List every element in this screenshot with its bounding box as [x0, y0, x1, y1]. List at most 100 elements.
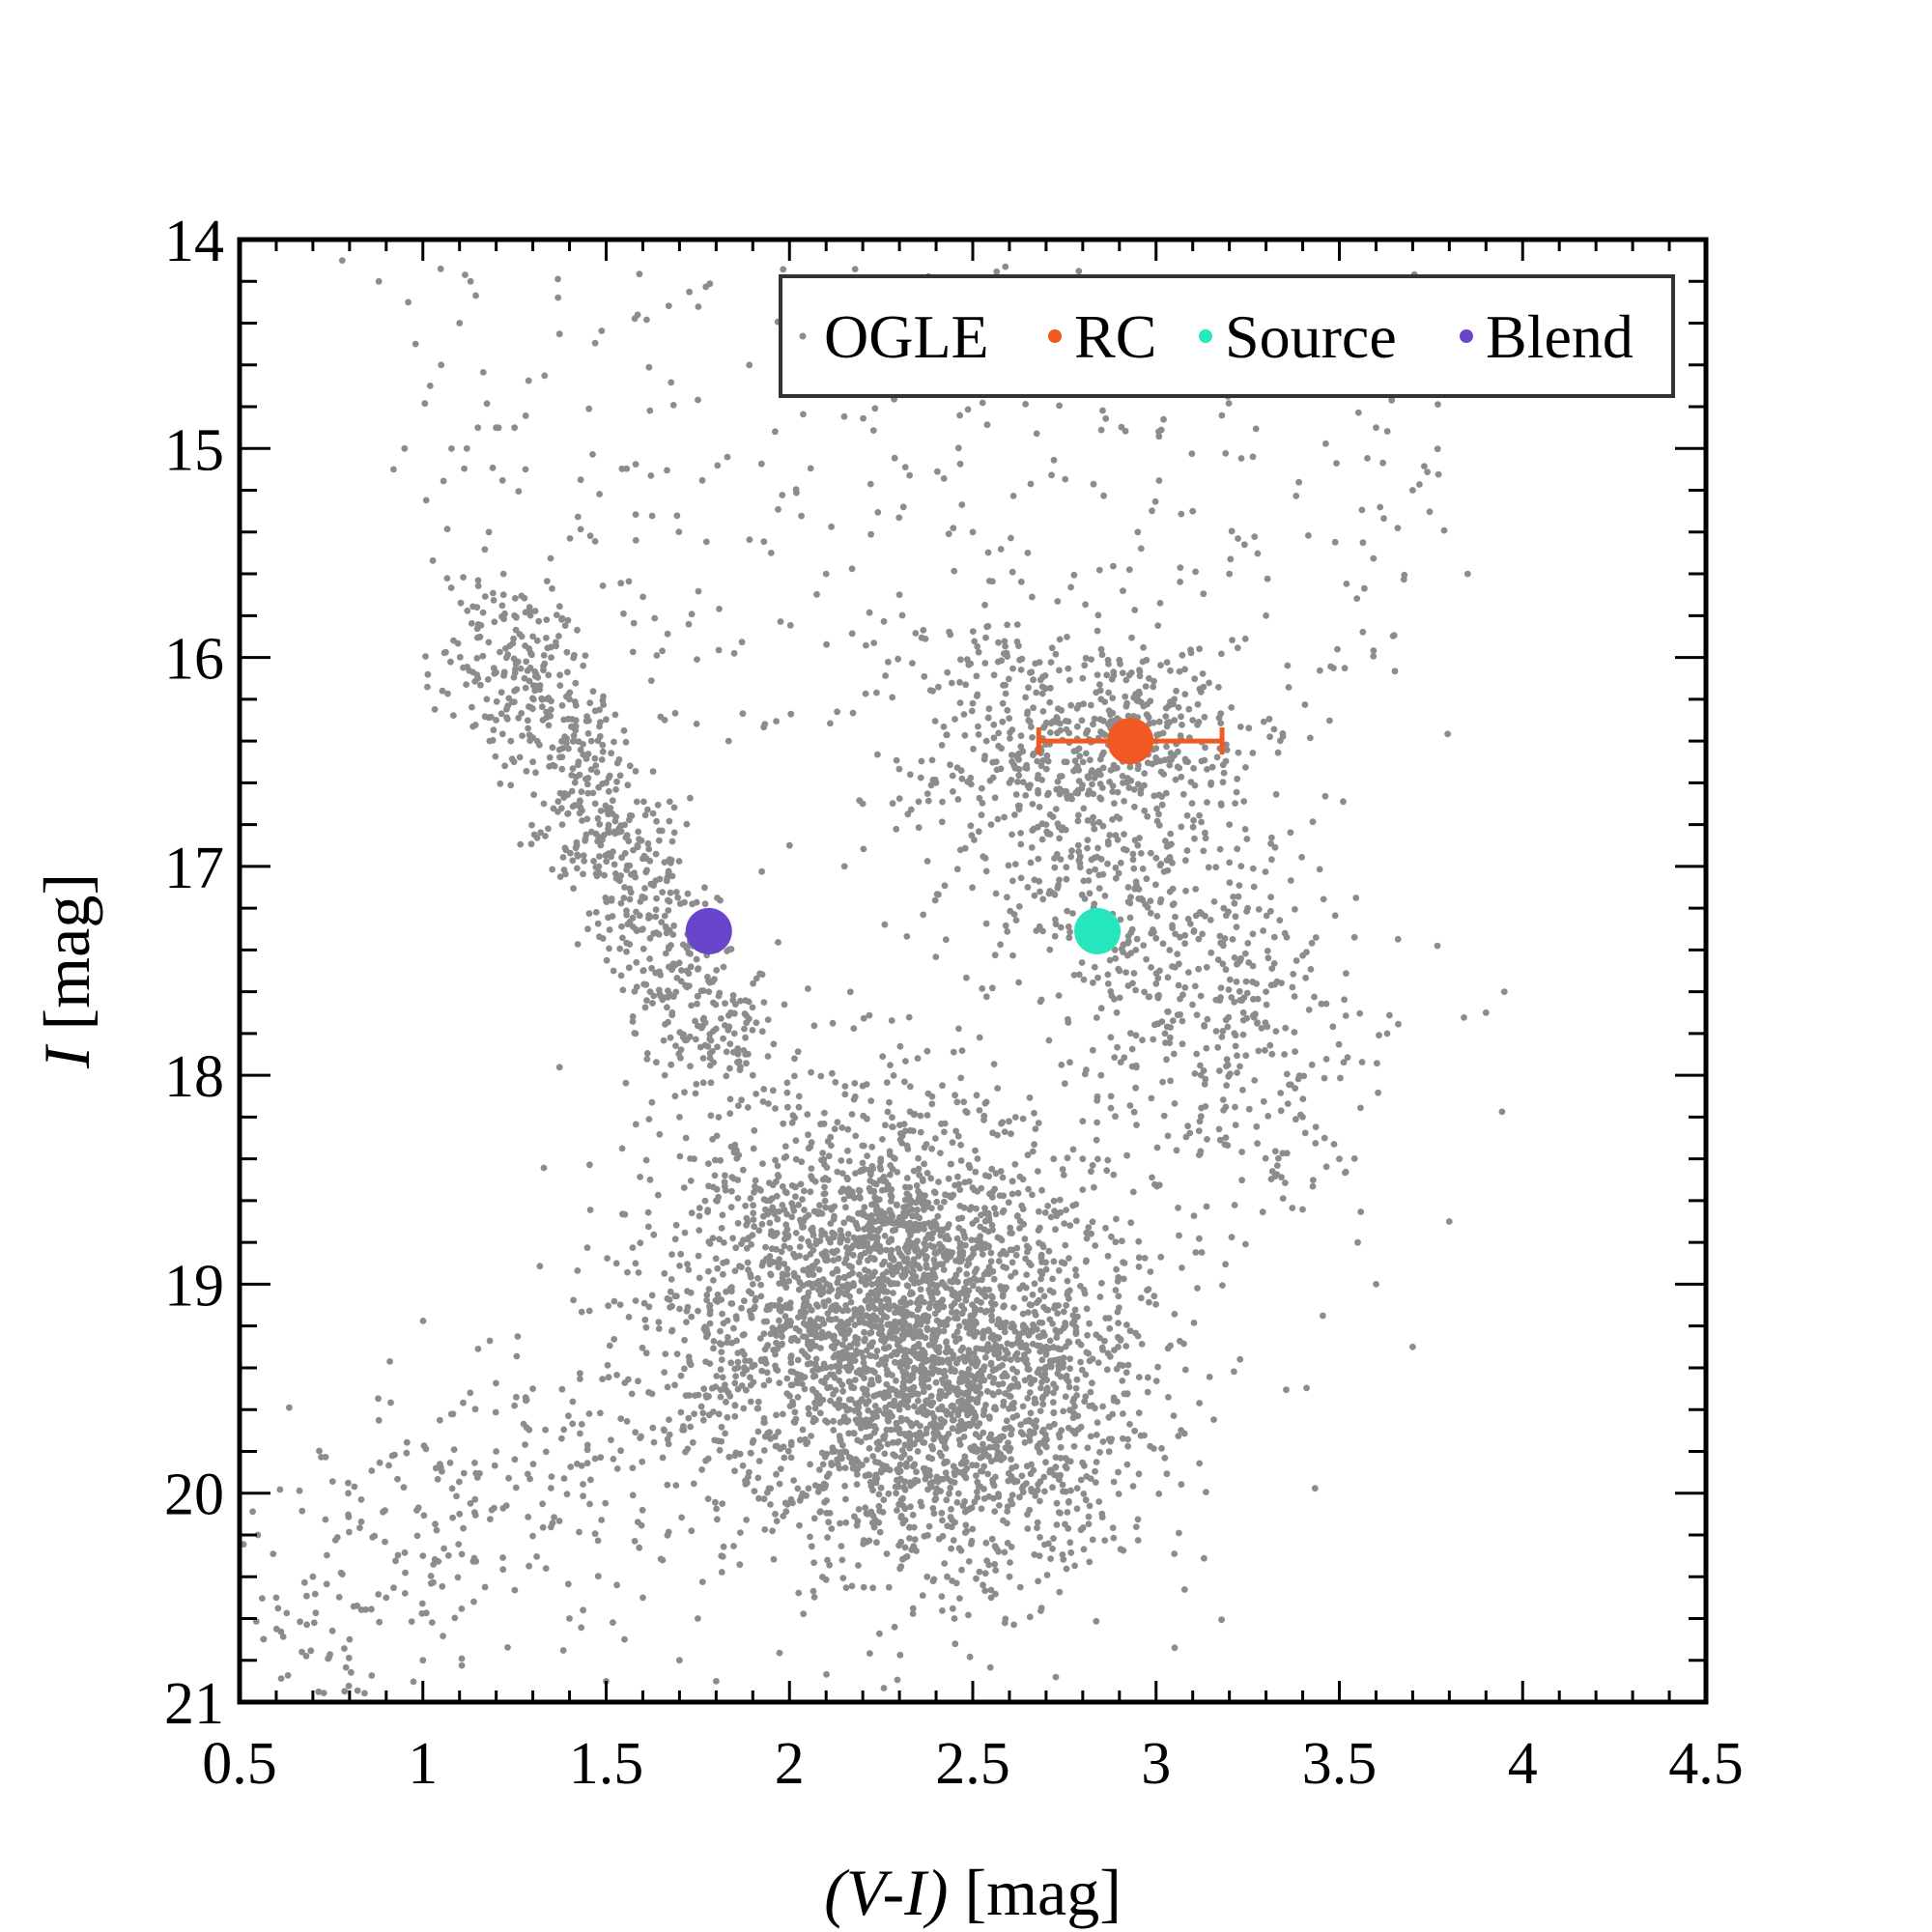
- ogle-point: [1272, 790, 1280, 798]
- ogle-point: [1085, 1350, 1093, 1357]
- ogle-point: [619, 934, 626, 942]
- ogle-point: [836, 1368, 842, 1376]
- ogle-point: [1167, 750, 1175, 756]
- ogle-point: [830, 1335, 838, 1343]
- ogle-point: [919, 1592, 926, 1599]
- ogle-point: [1008, 1273, 1014, 1280]
- ogle-point: [1075, 811, 1082, 819]
- ogle-point: [584, 729, 592, 737]
- ogle-point: [883, 1426, 891, 1434]
- ogle-point: [1034, 1524, 1040, 1531]
- ogle-point: [1092, 1405, 1098, 1412]
- ogle-point: [1329, 1023, 1337, 1031]
- ogle-point: [1357, 1104, 1364, 1112]
- ogle-point: [959, 1228, 967, 1236]
- ogle-point: [1076, 864, 1084, 871]
- ogle-point: [794, 1356, 802, 1364]
- ogle-point: [1047, 659, 1055, 666]
- ogle-point: [572, 679, 580, 687]
- ogle-point: [1311, 993, 1318, 1001]
- ogle-point: [948, 679, 955, 687]
- ogle-point: [925, 1454, 932, 1462]
- ogle-point: [839, 1185, 846, 1192]
- ogle-point: [920, 911, 927, 919]
- ogle-point: [881, 1432, 889, 1439]
- ogle-point: [1217, 720, 1225, 726]
- ogle-point: [823, 1473, 831, 1480]
- ogle-point: [939, 1532, 947, 1540]
- ogle-point: [832, 1078, 839, 1086]
- ogle-point: [855, 1186, 863, 1194]
- ogle-point: [756, 1335, 764, 1342]
- ogle-point: [758, 1220, 766, 1228]
- ogle-point: [456, 320, 464, 327]
- ogle-point: [851, 1321, 859, 1328]
- ogle-point: [836, 1396, 843, 1404]
- ogle-point: [1169, 924, 1176, 931]
- ogle-point: [859, 1235, 867, 1241]
- ogle-point: [1342, 1012, 1350, 1019]
- ogle-point: [1236, 987, 1243, 995]
- ogle-point: [953, 1359, 960, 1367]
- ogle-point: [957, 1141, 964, 1149]
- ogle-point: [1055, 881, 1062, 889]
- ogle-point: [1006, 1424, 1013, 1431]
- ogle-point: [1208, 949, 1215, 956]
- ogle-point: [772, 1510, 779, 1518]
- ogle-point: [1202, 1103, 1209, 1110]
- ogle-point: [1207, 917, 1214, 923]
- ogle-point: [1358, 1059, 1366, 1065]
- ogle-point: [909, 1511, 917, 1519]
- ogle-point: [1058, 1062, 1065, 1068]
- ogle-point: [1035, 1577, 1041, 1585]
- ogle-point: [558, 821, 566, 828]
- ogle-point: [1238, 1149, 1245, 1155]
- ogle-point: [796, 1243, 804, 1250]
- ogle-point: [1096, 681, 1103, 688]
- ogle-point: [1058, 706, 1065, 714]
- ogle-point: [731, 1141, 739, 1149]
- ogle-point: [1178, 713, 1184, 721]
- ogle-point: [827, 1397, 834, 1405]
- ogle-point: [844, 1236, 851, 1244]
- ogle-point: [738, 1264, 745, 1270]
- ogle-point: [1029, 1191, 1036, 1199]
- ogle-point: [1026, 1506, 1034, 1514]
- ogle-point: [1057, 1471, 1064, 1479]
- ogle-point: [1146, 720, 1153, 727]
- ogle-point: [986, 1663, 994, 1671]
- ogle-point: [768, 1195, 776, 1203]
- ogle-point: [1089, 1379, 1095, 1387]
- ogle-point: [759, 1160, 766, 1167]
- ogle-point: [1028, 1488, 1036, 1495]
- ogle-point: [1033, 689, 1040, 696]
- ogle-point: [810, 1559, 817, 1567]
- ogle-point: [1025, 717, 1033, 724]
- ogle-point: [876, 1630, 883, 1637]
- ogle-point: [1010, 1621, 1017, 1629]
- ogle-point: [987, 1586, 995, 1594]
- ogle-point: [901, 1078, 908, 1086]
- ogle-point: [939, 1261, 947, 1268]
- ogle-point: [639, 1594, 646, 1602]
- ogle-point: [893, 825, 900, 833]
- ogle-point: [499, 570, 507, 578]
- ogle-point: [1434, 942, 1441, 950]
- ogle-point: [726, 1065, 733, 1072]
- ogle-point: [412, 340, 419, 348]
- ogle-point: [770, 1555, 778, 1563]
- ogle-point: [902, 1058, 909, 1065]
- ogle-point: [1132, 878, 1140, 886]
- ogle-point: [838, 1157, 845, 1164]
- ogle-point: [786, 1244, 794, 1252]
- ogle-point: [1267, 839, 1274, 847]
- ogle-point: [877, 1484, 885, 1492]
- ogle-point: [919, 1176, 926, 1182]
- ogle-point: [894, 1676, 901, 1684]
- ogle-point: [1094, 1359, 1102, 1366]
- ogle-point: [1284, 1100, 1292, 1107]
- ogle-point: [1074, 1426, 1082, 1433]
- ogle-point: [1179, 1040, 1186, 1048]
- ogle-point: [1029, 593, 1036, 601]
- ogle-point: [1078, 959, 1086, 966]
